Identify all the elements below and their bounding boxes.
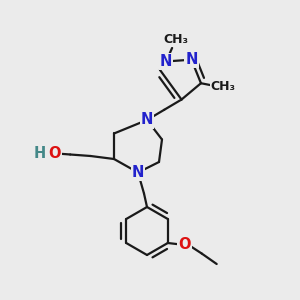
Text: N: N xyxy=(185,52,198,67)
Text: O: O xyxy=(48,146,61,161)
Text: O: O xyxy=(178,237,190,252)
Text: CH₃: CH₃ xyxy=(211,80,236,93)
Text: H: H xyxy=(34,146,46,161)
Text: N: N xyxy=(132,165,144,180)
Text: N: N xyxy=(160,54,172,69)
Text: N: N xyxy=(141,112,153,128)
Text: CH₃: CH₃ xyxy=(164,33,188,46)
